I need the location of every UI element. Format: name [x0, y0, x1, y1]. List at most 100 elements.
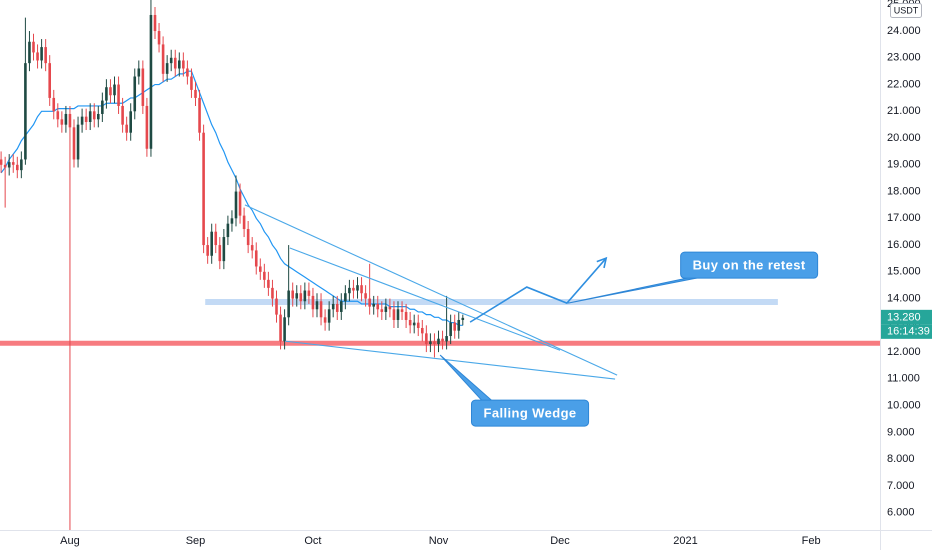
candle-body	[416, 322, 420, 329]
candle-body	[230, 218, 234, 224]
candle-body	[242, 215, 246, 230]
candle-body	[368, 298, 371, 307]
candle-body	[165, 63, 169, 74]
y-tick-label: 14.000	[887, 292, 921, 304]
candle-body	[400, 309, 404, 312]
candle-body	[190, 76, 193, 90]
candle-body	[11, 162, 15, 165]
candle-body	[60, 119, 64, 125]
candle-body	[182, 60, 185, 69]
candle-body	[259, 266, 262, 272]
trend-line	[469, 257, 607, 323]
candle-body	[234, 191, 238, 219]
y-tick-label: 18.000	[887, 185, 921, 197]
y-tick-label: 8.000	[887, 453, 915, 465]
candle-body	[327, 309, 331, 323]
candle-body	[303, 290, 307, 302]
candle-body	[441, 338, 444, 342]
axes: 6.000 7.000 8.000 9.000 10.000 11.000 12.000 13…	[60, 0, 932, 547]
candle-body	[384, 306, 388, 312]
candle-body	[194, 89, 197, 98]
candle-body	[449, 322, 452, 337]
y-tick-label: 20.000	[887, 132, 921, 144]
y-tick-label: 10.000	[887, 399, 921, 411]
candle-body	[372, 303, 375, 307]
candle-body	[279, 314, 282, 342]
trend-line	[289, 247, 561, 351]
y-tick-label: 9.000	[887, 426, 915, 438]
candle-body	[392, 309, 396, 320]
candle-body	[364, 293, 367, 299]
candle-body	[323, 317, 327, 323]
candle-body	[421, 328, 424, 334]
candle-body	[36, 52, 39, 61]
candle-body	[178, 60, 181, 69]
candle-body	[311, 295, 315, 310]
candle-body	[376, 303, 380, 310]
candle-body	[315, 301, 319, 310]
candle-body	[360, 285, 363, 294]
arrow-head	[596, 256, 608, 269]
candle-body	[84, 116, 88, 122]
y-tick-label: 19.000	[887, 159, 921, 171]
candle-body	[198, 97, 201, 133]
candle-body	[331, 303, 335, 310]
candle-body	[352, 287, 355, 291]
candle-body	[145, 105, 149, 149]
candle-body	[121, 105, 124, 125]
candle-body	[461, 317, 465, 320]
candle-body	[319, 301, 323, 318]
candle-body	[161, 44, 165, 74]
candle-body	[283, 317, 286, 342]
candle-body	[109, 87, 112, 96]
candle-body	[404, 311, 408, 320]
candle-body	[20, 159, 23, 171]
candle-body	[437, 338, 440, 345]
candle-body	[68, 113, 72, 128]
callout-text: Buy on the retest	[693, 258, 806, 273]
candle-body	[141, 68, 145, 106]
candle-body	[28, 41, 31, 64]
x-tick-label: Aug	[60, 535, 80, 547]
candle-body	[445, 336, 448, 342]
candle-body	[287, 290, 290, 318]
x-tick-label: Feb	[802, 535, 821, 547]
candle-body	[291, 290, 294, 299]
candle-body	[275, 298, 278, 315]
y-tick-label: 7.000	[887, 480, 915, 492]
candle-body	[457, 319, 461, 331]
candle-body	[92, 111, 96, 120]
candle-body	[24, 63, 27, 160]
candle-body	[250, 245, 254, 251]
last-price-box	[881, 309, 932, 325]
candle-body	[412, 322, 416, 326]
candle-body	[396, 309, 400, 320]
countdown-label: 16:14:39	[887, 326, 930, 338]
candle-body	[307, 290, 311, 296]
trend-line	[244, 204, 618, 376]
plot-area	[0, 0, 880, 530]
candle-body	[348, 287, 351, 294]
candle-body	[0, 159, 3, 165]
candle-body	[105, 87, 108, 101]
y-tick-label: 15.000	[887, 266, 921, 278]
candle-body	[238, 191, 242, 216]
y-tick-label: 22.000	[887, 78, 921, 90]
candle-body	[388, 306, 392, 310]
callout-box	[680, 251, 819, 279]
candle-body	[3, 164, 7, 168]
candle-body	[429, 341, 432, 345]
candle-body	[263, 271, 266, 280]
countdown-box	[881, 324, 932, 339]
candle-body	[169, 57, 173, 64]
candle-body	[425, 333, 428, 345]
y-tick-label: 11.000	[887, 373, 920, 385]
candle-body	[97, 113, 100, 120]
x-tick-label: Nov	[429, 535, 449, 547]
candle-body	[246, 229, 250, 246]
candle-body	[64, 113, 68, 125]
candle-body	[222, 237, 226, 262]
candle-body	[7, 162, 11, 168]
candle-body	[16, 164, 19, 171]
candle-body	[173, 57, 177, 69]
